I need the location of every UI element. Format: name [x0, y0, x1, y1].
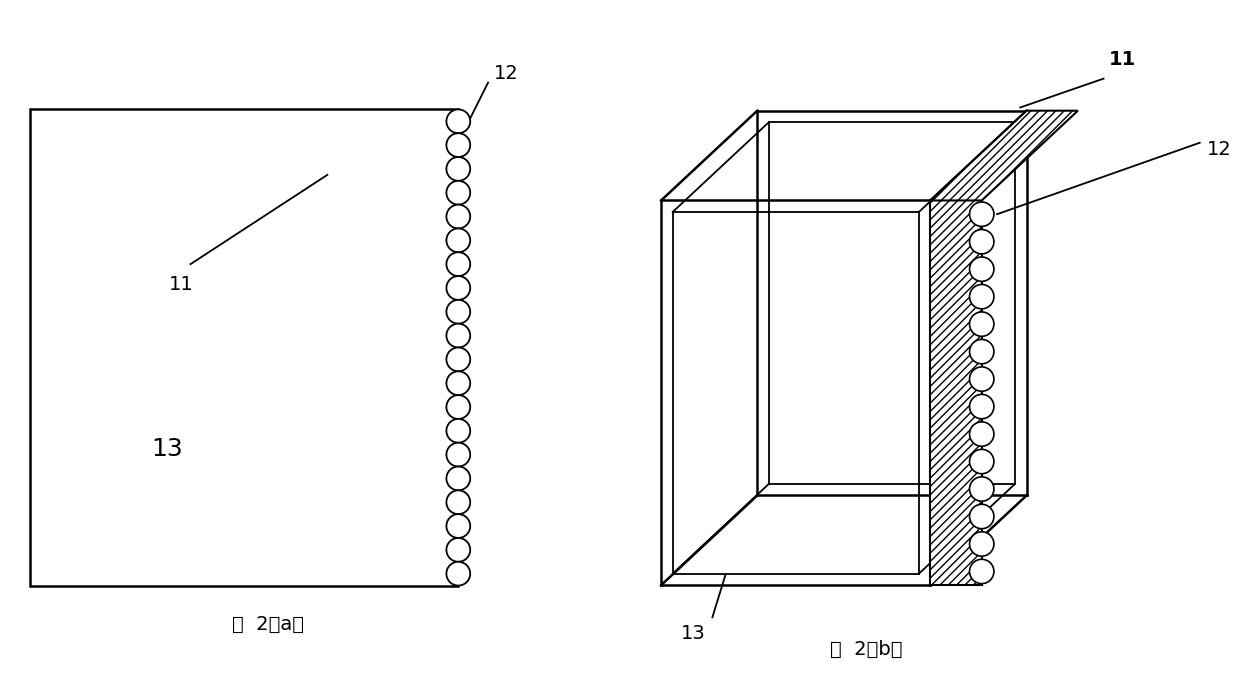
Text: 11: 11 [1109, 50, 1136, 69]
Text: 12: 12 [494, 64, 518, 83]
Text: 图  2（a）: 图 2（a） [232, 615, 304, 634]
Polygon shape [930, 111, 1078, 201]
Circle shape [970, 395, 994, 419]
Circle shape [970, 505, 994, 529]
Circle shape [970, 559, 994, 583]
Circle shape [970, 477, 994, 501]
Circle shape [446, 348, 470, 372]
Text: 13: 13 [681, 624, 706, 643]
Circle shape [970, 312, 994, 337]
Circle shape [446, 466, 470, 490]
Circle shape [970, 367, 994, 391]
Circle shape [446, 252, 470, 276]
Circle shape [446, 133, 470, 157]
Circle shape [446, 419, 470, 443]
Circle shape [446, 323, 470, 348]
Circle shape [970, 284, 994, 309]
Circle shape [446, 109, 470, 133]
Circle shape [446, 372, 470, 395]
Circle shape [446, 395, 470, 419]
Circle shape [970, 450, 994, 474]
Circle shape [970, 339, 994, 364]
Circle shape [446, 229, 470, 252]
Circle shape [446, 300, 470, 323]
Text: 13: 13 [151, 436, 182, 461]
Circle shape [446, 157, 470, 181]
Circle shape [446, 562, 470, 585]
Circle shape [446, 514, 470, 538]
Text: 11: 11 [169, 275, 193, 295]
Circle shape [446, 490, 470, 514]
Circle shape [446, 276, 470, 300]
Circle shape [970, 257, 994, 282]
Text: 12: 12 [1207, 139, 1231, 159]
Circle shape [970, 202, 994, 227]
Circle shape [446, 538, 470, 562]
Circle shape [970, 422, 994, 446]
Text: 图  2（b）: 图 2（b） [830, 640, 903, 659]
Circle shape [970, 229, 994, 254]
Polygon shape [930, 201, 982, 585]
Circle shape [446, 181, 470, 205]
Circle shape [446, 205, 470, 229]
Circle shape [446, 443, 470, 466]
Circle shape [970, 532, 994, 556]
Bar [30, 109, 459, 585]
